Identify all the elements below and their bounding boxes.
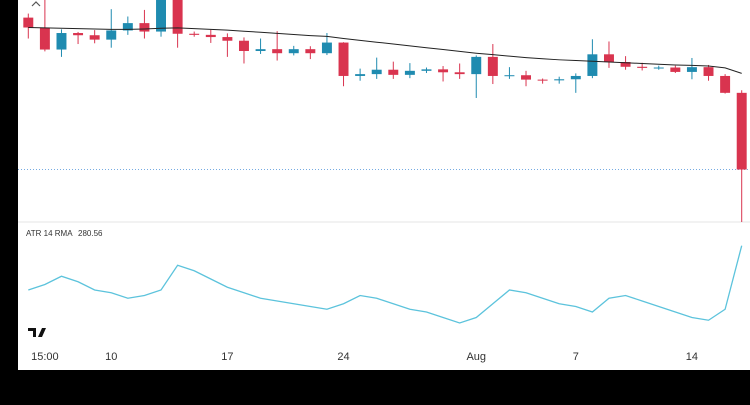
- candle-body: [637, 66, 648, 68]
- candle-body: [222, 37, 233, 41]
- candle-body: [321, 42, 332, 54]
- candle-body: [670, 67, 681, 72]
- candle-body: [139, 23, 150, 32]
- candle-body: [454, 72, 465, 75]
- candle-body: [355, 74, 366, 76]
- candle-body: [122, 23, 133, 31]
- x-tick-label: 7: [573, 351, 579, 363]
- x-tick-label: 24: [337, 351, 349, 363]
- candle-body: [736, 92, 747, 170]
- candle-body: [23, 17, 34, 28]
- candle-body: [272, 49, 283, 54]
- candle-body: [73, 33, 84, 36]
- chart-area: [18, 0, 750, 370]
- candle-body: [487, 56, 498, 76]
- candle-body: [106, 30, 117, 40]
- candle-body: [537, 79, 548, 81]
- candle-body: [587, 54, 598, 76]
- candle-body: [89, 35, 100, 40]
- candle-body: [471, 56, 482, 75]
- candle-body: [504, 75, 515, 77]
- candle-body: [686, 67, 697, 72]
- x-tick-label: Aug: [466, 351, 486, 363]
- candle-body: [156, 0, 166, 32]
- candle-body: [604, 54, 614, 63]
- candle-body: [653, 67, 664, 69]
- candle-body: [620, 62, 631, 67]
- candle-body: [438, 69, 449, 73]
- candle-body: [388, 69, 399, 75]
- x-tick-label: 14: [686, 351, 698, 363]
- candle-body: [371, 69, 382, 75]
- candle-body: [338, 42, 349, 76]
- candle-body: [720, 75, 731, 93]
- x-tick-label: 10: [105, 351, 117, 363]
- candle-body: [172, 0, 183, 34]
- moving-average: [28, 27, 742, 74]
- x-tick-label: 17: [221, 351, 233, 363]
- candle-body: [404, 70, 415, 75]
- candle-body: [521, 75, 531, 80]
- indicator-title: ATR 14 RMA: [26, 229, 73, 238]
- logo: [28, 328, 46, 337]
- candle-body: [56, 33, 67, 50]
- candle-body: [39, 27, 50, 50]
- candle-body: [421, 69, 432, 71]
- x-tick-label: 15:00: [31, 351, 59, 363]
- atr-line: [28, 245, 743, 324]
- candle-body: [239, 40, 249, 52]
- candle-body: [189, 33, 200, 35]
- collapse-button[interactable]: [31, 1, 41, 7]
- candle-body: [288, 49, 299, 54]
- x-axis: 15:00 10 17 24 Aug 7 14: [31, 351, 698, 363]
- candle-body: [570, 75, 581, 80]
- candle-body: [703, 67, 714, 76]
- indicator-value: 280.56: [78, 229, 103, 238]
- candle-body: [305, 49, 316, 54]
- candle-body: [255, 49, 266, 52]
- candle-body: [554, 79, 565, 81]
- candle-body: [205, 34, 216, 38]
- atr-pane: [28, 245, 743, 324]
- price-pane: [18, 0, 750, 222]
